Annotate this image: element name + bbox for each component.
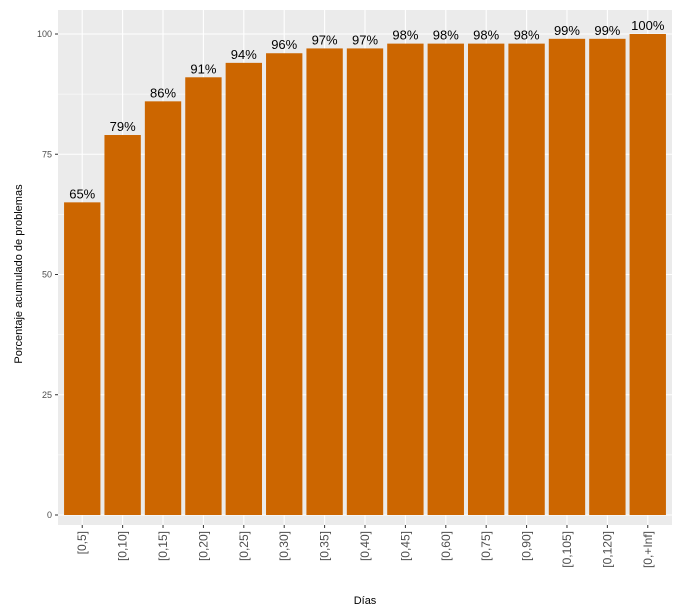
bar — [629, 34, 666, 515]
x-tick-label: [0,15] — [156, 531, 170, 561]
data-label: 86% — [150, 85, 176, 100]
x-tick-label: [0,60] — [439, 531, 453, 561]
y-axis-title: Porcentaje acumulado de problemas — [13, 184, 25, 364]
data-label: 100% — [631, 18, 665, 33]
y-axis: 0 25 50 75 100 — [37, 29, 58, 520]
x-tick-label: [0,5] — [75, 531, 89, 554]
data-label: 94% — [231, 47, 257, 62]
data-label: 98% — [473, 28, 499, 43]
x-tick-label: [0,40] — [358, 531, 372, 561]
data-label: 97% — [352, 32, 378, 47]
x-tick-label: [0,105] — [560, 531, 574, 568]
x-axis: [0,5] [0,10] [0,15] [0,20] [0,25] [0,30] [0,35… — [75, 525, 655, 568]
x-tick-label: [0,10] — [116, 531, 130, 561]
bars-group — [64, 34, 666, 516]
data-label: 98% — [392, 28, 418, 43]
bar — [64, 202, 101, 515]
data-label: 96% — [271, 37, 297, 52]
x-tick-label: [0,25] — [237, 531, 251, 561]
bar — [548, 38, 586, 516]
y-tick-label: 100 — [37, 29, 52, 39]
bar — [306, 48, 343, 516]
bar — [468, 43, 505, 516]
data-label: 91% — [190, 61, 216, 76]
bar — [589, 38, 626, 516]
x-tick-label: [0,35] — [318, 531, 332, 561]
data-label: 98% — [514, 28, 540, 43]
data-label: 65% — [69, 186, 95, 201]
x-axis-title: Días — [354, 595, 377, 607]
x-tick-label: [0,+Inf] — [641, 531, 655, 568]
x-tick-label: [0,20] — [196, 531, 210, 561]
x-tick-label: [0,75] — [479, 531, 493, 561]
data-labels-group: 65% 79% 86% 91% 94% 96% 97% 97% 98% 98% 98% 98% 99% 9… — [69, 18, 665, 201]
y-tick-label: 50 — [42, 270, 52, 280]
data-label: 98% — [433, 28, 459, 43]
x-tick-label: [0,120] — [600, 531, 614, 568]
y-tick-label: 0 — [47, 510, 52, 520]
bar — [427, 43, 464, 516]
bar — [144, 101, 182, 515]
bar — [104, 135, 141, 515]
bar — [387, 43, 424, 516]
data-label: 99% — [594, 23, 620, 38]
x-tick-label: [0,30] — [277, 531, 291, 561]
y-tick-label: 75 — [42, 149, 52, 159]
x-tick-label: [0,90] — [520, 531, 534, 561]
bar — [346, 48, 384, 516]
x-tick-label: [0,45] — [398, 531, 412, 561]
data-label: 97% — [312, 32, 338, 47]
bar — [225, 62, 262, 516]
data-label: 99% — [554, 23, 580, 38]
bar — [266, 53, 303, 516]
y-tick-label: 25 — [42, 390, 52, 400]
data-label: 79% — [110, 119, 136, 134]
bar — [508, 43, 545, 516]
bar — [185, 77, 222, 515]
